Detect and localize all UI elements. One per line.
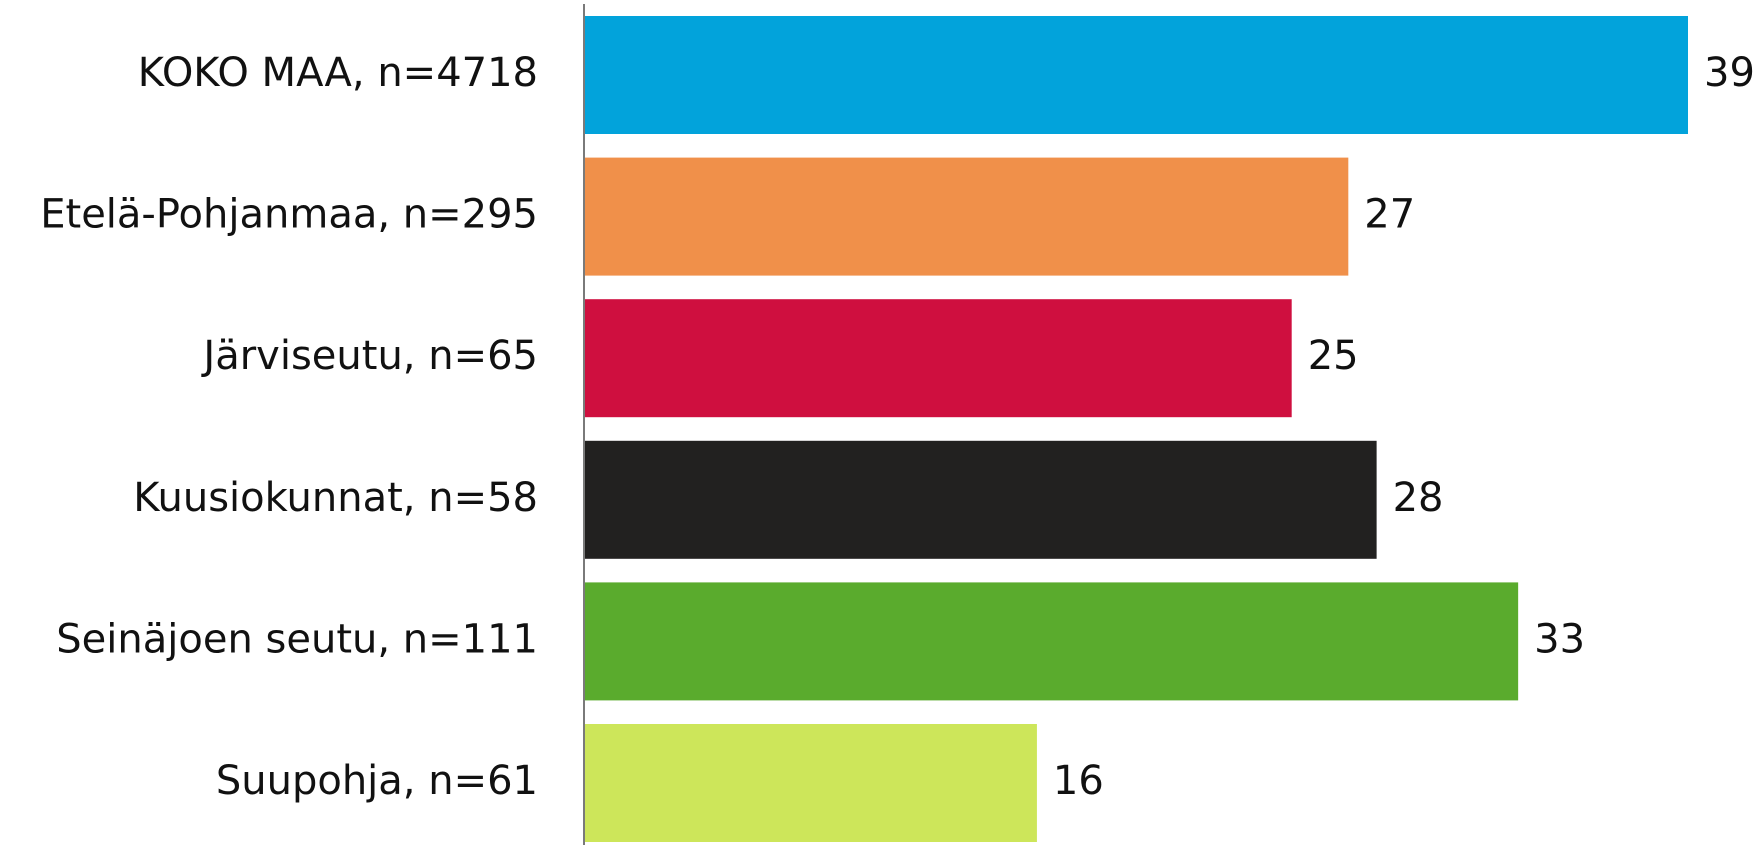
category-labels-group: KOKO MAA, n=4718 Etelä-Pohjanmaa, n=295 Jä… xyxy=(40,50,538,804)
bar xyxy=(584,157,1349,276)
category-label: Seinäjoen seutu, n=111 xyxy=(56,616,538,662)
category-label: Kuusiokunnat, n=58 xyxy=(133,475,538,521)
bar xyxy=(584,582,1519,701)
value-label: 25 xyxy=(1308,333,1359,379)
bar xyxy=(584,440,1377,559)
value-label: 39 xyxy=(1704,50,1755,96)
bar xyxy=(584,16,1688,134)
category-label: KOKO MAA, n=4718 xyxy=(138,50,538,96)
category-label: Suupohja, n=61 xyxy=(216,758,538,804)
bar xyxy=(584,724,1037,842)
category-label: Järviseutu, n=65 xyxy=(200,333,538,379)
value-label: 33 xyxy=(1534,616,1585,662)
value-label: 16 xyxy=(1053,758,1104,804)
category-label: Etelä-Pohjanmaa, n=295 xyxy=(40,192,538,238)
value-label: 27 xyxy=(1364,192,1415,238)
bar xyxy=(584,299,1292,418)
bars-group xyxy=(584,16,1688,842)
value-labels-group: 39 27 25 28 33 16 xyxy=(1053,50,1755,804)
value-label: 28 xyxy=(1393,475,1444,521)
